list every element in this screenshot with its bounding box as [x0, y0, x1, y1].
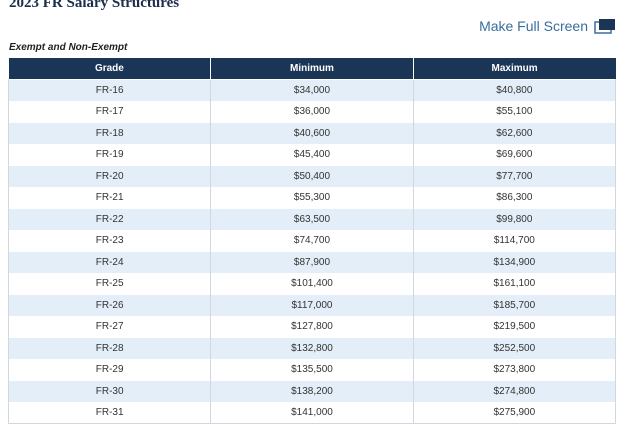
- table-row: FR-21 $55,300 $86,300: [7, 186, 617, 209]
- grade-cell: FR-22: [7, 208, 211, 230]
- salary-table: Grade Minimum Maximum FR-16 $34,000 $40,80…: [7, 58, 617, 424]
- maximum-cell: $275,900: [412, 401, 617, 424]
- table-row: FR-19 $45,400 $69,600: [7, 143, 617, 166]
- table-header-row: Grade Minimum Maximum: [8, 58, 616, 80]
- minimum-cell: $74,700: [210, 229, 414, 252]
- grade-cell: FR-30: [7, 380, 211, 402]
- table-row: FR-29 $135,500 $273,800: [7, 358, 617, 381]
- minimum-cell: $141,000: [210, 401, 414, 424]
- grade-cell: FR-17: [7, 100, 211, 123]
- table-row: FR-24 $87,900 $134,900: [7, 251, 617, 273]
- table-row: FR-23 $74,700 $114,700: [7, 229, 617, 252]
- maximum-cell: $134,900: [412, 251, 617, 273]
- make-full-screen-button[interactable]: Make Full Screen: [479, 18, 616, 34]
- maximum-cell: $161,100: [412, 272, 617, 295]
- table-row: FR-17 $36,000 $55,100: [7, 100, 617, 123]
- grade-cell: FR-24: [7, 251, 211, 273]
- grade-cell: FR-25: [7, 272, 211, 295]
- minimum-cell: $63,500: [210, 208, 414, 230]
- grade-cell: FR-21: [7, 186, 211, 209]
- minimum-cell: $135,500: [210, 358, 414, 381]
- grade-cell: FR-16: [7, 79, 211, 101]
- table-row: FR-20 $50,400 $77,700: [7, 165, 617, 187]
- maximum-cell: $252,500: [412, 337, 617, 359]
- grade-cell: FR-26: [7, 294, 211, 316]
- fullscreen-icon: [594, 18, 616, 34]
- column-header-grade: Grade: [8, 58, 211, 80]
- minimum-cell: $55,300: [210, 186, 414, 209]
- minimum-cell: $117,000: [210, 294, 414, 316]
- table-row: FR-28 $132,800 $252,500: [7, 337, 617, 359]
- table-row: FR-18 $40,600 $62,600: [7, 122, 617, 144]
- minimum-cell: $40,600: [210, 122, 414, 144]
- column-header-minimum: Minimum: [210, 58, 414, 80]
- maximum-cell: $185,700: [412, 294, 617, 316]
- table-row: FR-27 $127,800 $219,500: [7, 315, 617, 338]
- table-subtitle: Exempt and Non-Exempt: [9, 42, 128, 53]
- maximum-cell: $55,100: [412, 100, 617, 123]
- maximum-cell: $114,700: [412, 229, 617, 252]
- maximum-cell: $99,800: [412, 208, 617, 230]
- grade-cell: FR-18: [7, 122, 211, 144]
- column-header-maximum: Maximum: [412, 58, 616, 80]
- grade-cell: FR-28: [7, 337, 211, 359]
- maximum-cell: $62,600: [412, 122, 617, 144]
- maximum-cell: $86,300: [412, 186, 617, 209]
- minimum-cell: $138,200: [210, 380, 414, 402]
- minimum-cell: $132,800: [210, 337, 414, 359]
- table-body: FR-16 $34,000 $40,800 FR-17 $36,000 $55,100 FR…: [7, 79, 617, 424]
- table-row: FR-26 $117,000 $185,700: [7, 294, 617, 316]
- maximum-cell: $273,800: [412, 358, 617, 381]
- grade-cell: FR-31: [7, 401, 211, 424]
- minimum-cell: $34,000: [210, 79, 414, 101]
- maximum-cell: $69,600: [412, 143, 617, 166]
- minimum-cell: $127,800: [210, 315, 414, 338]
- table-row: FR-25 $101,400 $161,100: [7, 272, 617, 295]
- grade-cell: FR-19: [7, 143, 211, 166]
- maximum-cell: $219,500: [412, 315, 617, 338]
- minimum-cell: $101,400: [210, 272, 414, 295]
- maximum-cell: $40,800: [412, 79, 617, 101]
- table-row: FR-16 $34,000 $40,800: [7, 79, 617, 101]
- minimum-cell: $50,400: [210, 165, 414, 187]
- make-full-screen-label: Make Full Screen: [479, 18, 588, 34]
- grade-cell: FR-27: [7, 315, 211, 338]
- minimum-cell: $87,900: [210, 251, 414, 273]
- table-row: FR-22 $63,500 $99,800: [7, 208, 617, 230]
- page-title: 2023 FR Salary Structures: [9, 0, 180, 11]
- grade-cell: FR-20: [7, 165, 211, 187]
- grade-cell: FR-23: [7, 229, 211, 252]
- grade-cell: FR-29: [7, 358, 211, 381]
- table-row: FR-31 $141,000 $275,900: [7, 401, 617, 424]
- minimum-cell: $45,400: [210, 143, 414, 166]
- maximum-cell: $274,800: [412, 380, 617, 402]
- table-row: FR-30 $138,200 $274,800: [7, 380, 617, 402]
- maximum-cell: $77,700: [412, 165, 617, 187]
- minimum-cell: $36,000: [210, 100, 414, 123]
